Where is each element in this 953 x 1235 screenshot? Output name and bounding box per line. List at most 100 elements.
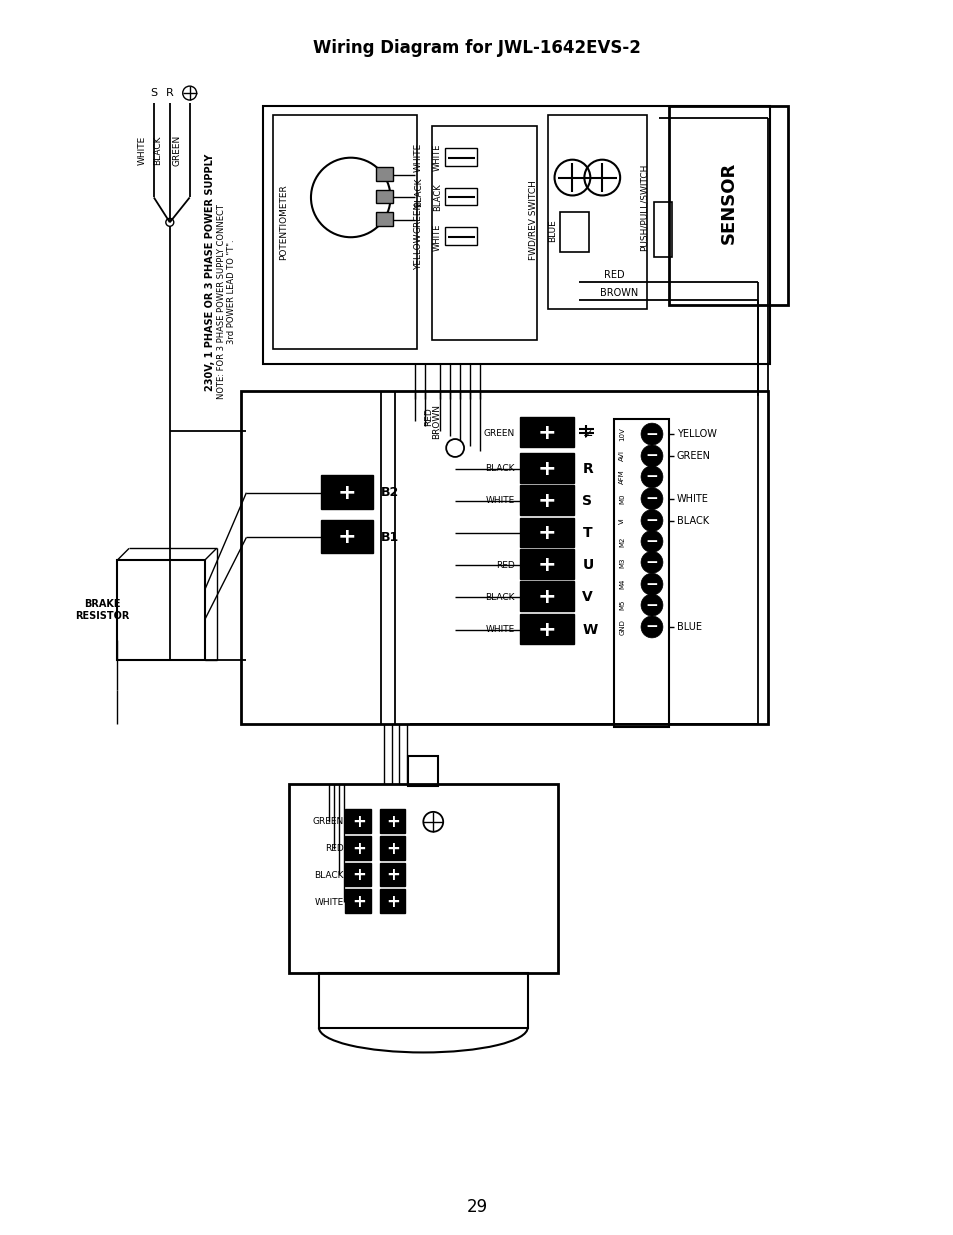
Text: +: + bbox=[386, 813, 400, 831]
Text: 29: 29 bbox=[466, 1198, 487, 1215]
Text: WHITE: WHITE bbox=[314, 898, 343, 906]
Bar bbox=[445, 227, 476, 246]
Text: −: − bbox=[645, 448, 658, 463]
Text: −: − bbox=[645, 620, 658, 635]
Bar bbox=[379, 836, 405, 860]
Text: WHITE: WHITE bbox=[676, 494, 708, 504]
Text: B1: B1 bbox=[380, 531, 398, 543]
Circle shape bbox=[640, 466, 662, 488]
Text: −: − bbox=[645, 577, 658, 592]
Text: M5: M5 bbox=[618, 600, 624, 610]
Text: +: + bbox=[537, 459, 556, 479]
Text: S: S bbox=[151, 88, 157, 98]
Text: BLACK: BLACK bbox=[485, 464, 515, 473]
Text: PUSH/PULL/SWITCH: PUSH/PULL/SWITCH bbox=[639, 164, 648, 251]
Text: YELLOW: YELLOW bbox=[676, 429, 716, 440]
Bar bbox=[241, 391, 767, 725]
Text: BLUE: BLUE bbox=[676, 622, 701, 632]
Text: AFM: AFM bbox=[618, 469, 624, 484]
Text: BLACK: BLACK bbox=[314, 871, 343, 881]
Text: GREEN: GREEN bbox=[483, 429, 515, 437]
Text: V: V bbox=[581, 590, 593, 604]
Text: RED: RED bbox=[325, 845, 343, 853]
Text: −: − bbox=[645, 513, 658, 529]
Text: RED: RED bbox=[423, 406, 433, 426]
Text: +: + bbox=[386, 893, 400, 911]
Text: S: S bbox=[581, 494, 592, 508]
Bar bbox=[519, 517, 574, 547]
Text: R: R bbox=[166, 88, 173, 98]
Text: U: U bbox=[581, 558, 593, 572]
Text: BLACK: BLACK bbox=[676, 515, 708, 526]
Circle shape bbox=[640, 551, 662, 573]
Text: Wiring Diagram for JWL-1642EVS-2: Wiring Diagram for JWL-1642EVS-2 bbox=[313, 40, 640, 57]
Circle shape bbox=[640, 488, 662, 510]
Text: +: + bbox=[537, 490, 556, 511]
Bar bbox=[375, 189, 393, 204]
Text: GREEN: GREEN bbox=[414, 201, 422, 233]
Text: SENSOR: SENSOR bbox=[719, 162, 737, 243]
Text: +: + bbox=[337, 527, 355, 547]
Circle shape bbox=[640, 445, 662, 467]
Text: B2: B2 bbox=[380, 487, 398, 499]
Text: ≠: ≠ bbox=[581, 426, 592, 440]
Text: GND: GND bbox=[618, 619, 624, 635]
Bar bbox=[273, 115, 416, 348]
Bar bbox=[289, 784, 557, 973]
Bar bbox=[320, 474, 373, 509]
Text: BLACK: BLACK bbox=[433, 184, 441, 211]
Bar bbox=[547, 115, 646, 309]
Circle shape bbox=[640, 510, 662, 531]
Bar bbox=[375, 167, 393, 180]
Text: M3: M3 bbox=[618, 557, 624, 568]
Circle shape bbox=[640, 594, 662, 616]
Bar bbox=[344, 836, 370, 860]
Text: +: + bbox=[537, 587, 556, 608]
Bar bbox=[344, 889, 370, 913]
Text: +: + bbox=[537, 556, 556, 576]
Text: +: + bbox=[352, 893, 365, 911]
Text: RED: RED bbox=[496, 561, 515, 569]
Text: T: T bbox=[581, 526, 592, 541]
Text: FWD/REV SWITCH: FWD/REV SWITCH bbox=[528, 180, 537, 261]
Text: +: + bbox=[537, 620, 556, 640]
Bar bbox=[408, 756, 437, 785]
Text: +: + bbox=[352, 867, 365, 884]
Bar bbox=[519, 550, 574, 579]
Text: +: + bbox=[352, 813, 365, 831]
Bar bbox=[668, 106, 787, 305]
Bar bbox=[320, 520, 373, 553]
Text: +: + bbox=[386, 867, 400, 884]
Text: GREEN: GREEN bbox=[676, 451, 710, 461]
Text: WHITE: WHITE bbox=[433, 224, 441, 251]
Bar bbox=[614, 419, 668, 727]
Text: BLACK: BLACK bbox=[485, 593, 515, 601]
Text: BLUE: BLUE bbox=[547, 219, 557, 242]
Text: −: − bbox=[645, 492, 658, 506]
Text: R: R bbox=[581, 462, 593, 475]
Text: WHITE: WHITE bbox=[414, 143, 422, 173]
Bar bbox=[318, 973, 527, 1028]
Text: −: − bbox=[645, 534, 658, 548]
Text: +: + bbox=[537, 524, 556, 543]
Bar bbox=[379, 809, 405, 832]
Text: BLACK: BLACK bbox=[153, 136, 162, 165]
Text: BROWN: BROWN bbox=[599, 288, 638, 298]
Text: GREEN: GREEN bbox=[313, 818, 343, 826]
Bar bbox=[375, 212, 393, 226]
Text: −: − bbox=[645, 598, 658, 613]
Text: WHITE: WHITE bbox=[485, 625, 515, 635]
Text: M0: M0 bbox=[618, 494, 624, 504]
Text: AVI: AVI bbox=[618, 451, 624, 462]
Text: WHITE: WHITE bbox=[485, 496, 515, 505]
Bar bbox=[519, 614, 574, 643]
Text: 230V, 1 PHASE OR 3 PHASE POWER SUPPLY: 230V, 1 PHASE OR 3 PHASE POWER SUPPLY bbox=[204, 153, 214, 390]
Text: BLACK: BLACK bbox=[414, 178, 422, 207]
Circle shape bbox=[640, 616, 662, 638]
Text: WHITE: WHITE bbox=[433, 144, 441, 172]
Text: +: + bbox=[352, 840, 365, 857]
Text: BRAKE
RESISTOR: BRAKE RESISTOR bbox=[75, 599, 130, 621]
Text: GREEN: GREEN bbox=[172, 135, 181, 167]
Text: 3rd POWER LEAD TO "T".: 3rd POWER LEAD TO "T". bbox=[227, 240, 235, 345]
Bar bbox=[519, 485, 574, 515]
